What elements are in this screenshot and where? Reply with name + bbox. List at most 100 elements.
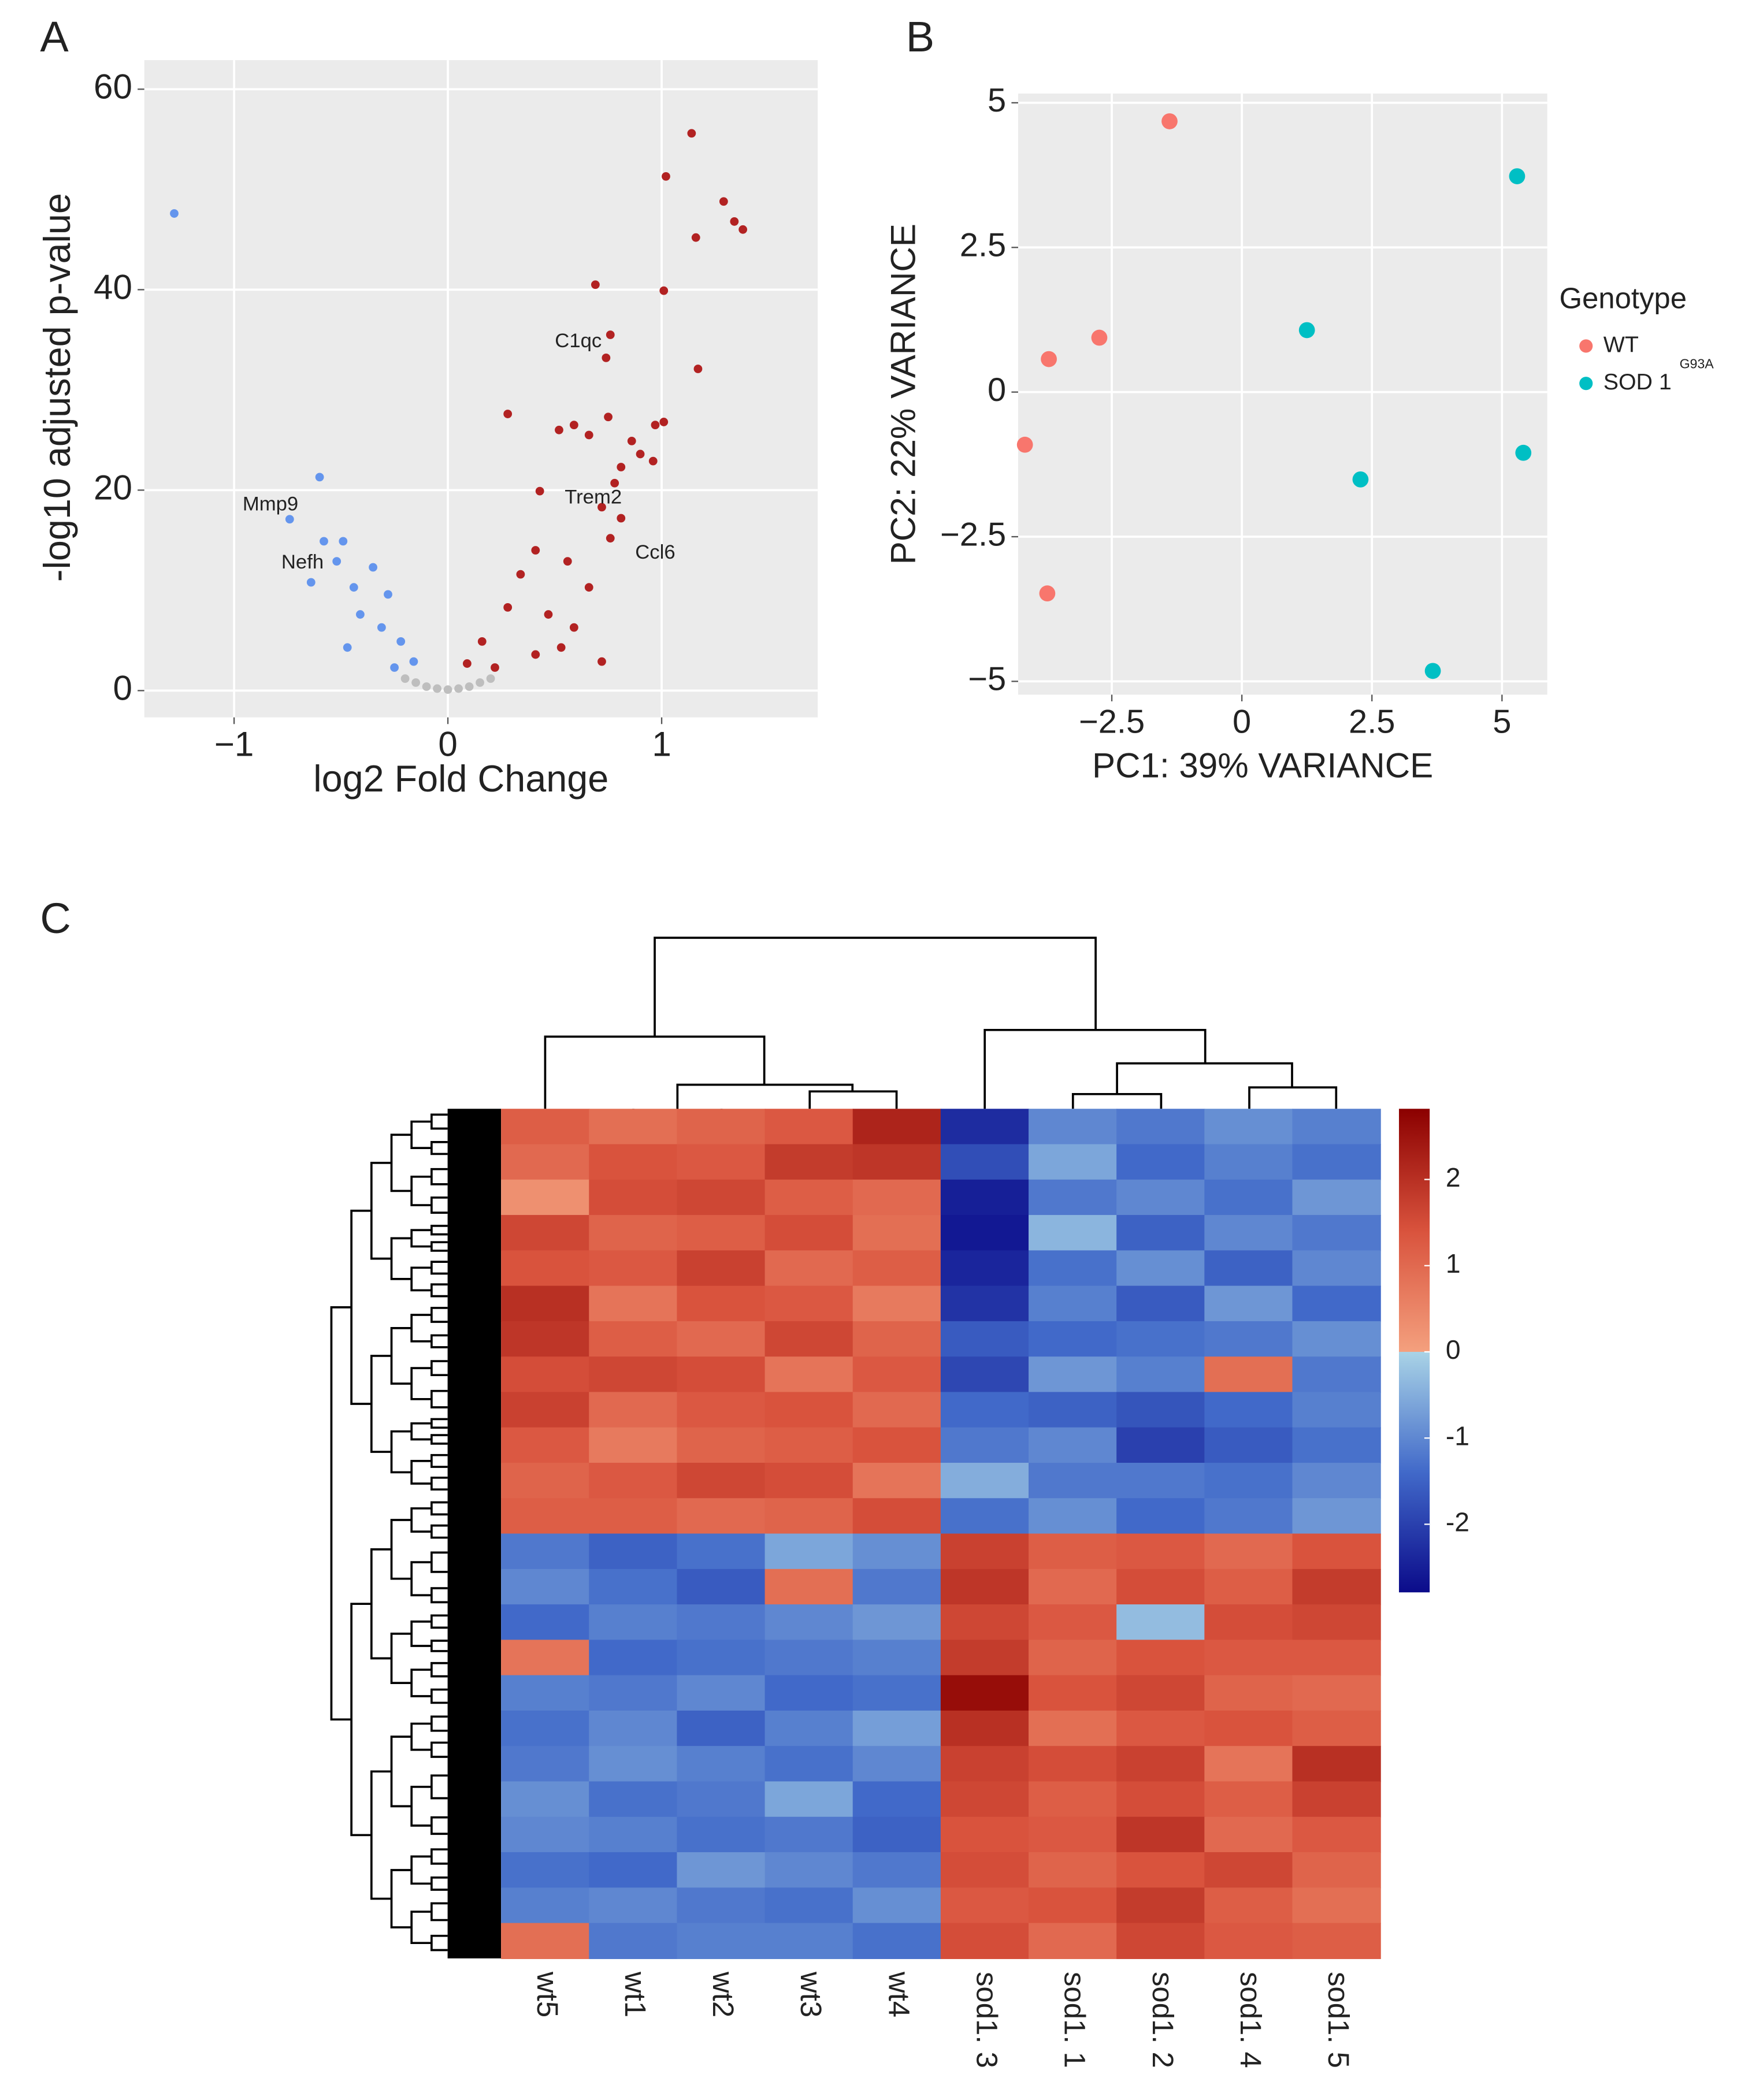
data-point: [306, 578, 316, 587]
heatmap-cell: [940, 1746, 1030, 1782]
dendrogram-branch: [430, 1551, 448, 1573]
heatmap-cell: [940, 1285, 1030, 1322]
heatmap-cell: [1292, 1427, 1381, 1464]
heatmap-cell: [1204, 1781, 1293, 1817]
dendrogram-branch: [430, 1113, 448, 1130]
column-label: sod1. 3: [971, 1972, 1004, 2068]
data-point: [617, 463, 626, 471]
heatmap-cell: [852, 1887, 942, 1924]
heatmap-cell: [677, 1109, 766, 1145]
heatmap-cell: [1116, 1816, 1205, 1853]
heatmap-cell: [852, 1710, 942, 1747]
dendrogram-branch: [430, 1934, 448, 1952]
annotation: C1qc: [555, 330, 602, 352]
heatmap-cell: [1204, 1109, 1293, 1145]
heatmap-cell: [1292, 1533, 1381, 1570]
heatmap-cell: [852, 1816, 942, 1853]
heatmap-cell: [1029, 1816, 1118, 1853]
heatmap-cell: [677, 1887, 766, 1924]
heatmap-cell: [1292, 1215, 1381, 1251]
heatmap-cell: [589, 1640, 678, 1676]
heatmap-cell: [501, 1852, 590, 1889]
heatmap-cell: [1029, 1887, 1118, 1924]
heatmap-cell: [940, 1533, 1030, 1570]
heatmap-cell: [764, 1852, 853, 1889]
heatmap-cell: [852, 1392, 942, 1428]
data-point: [355, 610, 365, 619]
dendrogram-branch: [330, 1306, 352, 1721]
heatmap-cell: [1116, 1781, 1205, 1817]
heatmap-cell: [677, 1463, 766, 1499]
heatmap-cell: [1292, 1781, 1381, 1817]
legend-label: WT: [1604, 332, 1639, 357]
data-point: [535, 486, 544, 496]
heatmap-cell: [940, 1852, 1030, 1889]
dendrogram-branch: [410, 1266, 432, 1292]
heatmap-cell: [1029, 1498, 1118, 1534]
dendrogram-branch: [430, 1587, 448, 1604]
annotation: Nefh: [281, 551, 324, 573]
data-point: [433, 684, 441, 693]
heatmap-cell: [589, 1533, 678, 1570]
dendrogram-branch: [430, 1902, 448, 1921]
heatmap-cell: [1116, 1250, 1205, 1287]
heatmap-cell: [940, 1356, 1030, 1393]
data-point: [544, 610, 553, 619]
column-label: wt3: [795, 1971, 827, 2017]
colorbar: [1398, 1109, 1430, 1593]
data-point: [584, 583, 593, 592]
heatmap-cell: [589, 1427, 678, 1464]
dendrogram-branch: [410, 1561, 432, 1597]
heatmap-cell: [1204, 1498, 1293, 1534]
heatmap-cell: [1029, 1179, 1118, 1216]
heatmap-cell: [764, 1463, 853, 1499]
heatmap-cell: [501, 1887, 590, 1924]
heatmap-cell: [852, 1109, 942, 1145]
heatmap-cell: [1116, 1356, 1205, 1393]
dendrogram-branch: [430, 1334, 448, 1348]
heatmap-cell: [940, 1144, 1030, 1180]
heatmap-cell: [764, 1604, 853, 1641]
colorbar-tick-label: 0: [1446, 1335, 1461, 1365]
dendrogram-branch: [410, 1668, 432, 1697]
dendrogram-branch: [410, 1422, 432, 1441]
data-point: [569, 623, 578, 632]
data-point: [1039, 585, 1056, 602]
data-point: [409, 657, 418, 666]
dendrogram-branch: [430, 1662, 448, 1678]
heatmap-cell: [1204, 1285, 1293, 1322]
heatmap-cell: [677, 1215, 766, 1251]
row-dendrogram: [330, 1109, 502, 1958]
dendrogram-branch: [410, 1722, 432, 1751]
heatmap-cell: [677, 1144, 766, 1180]
data-point: [691, 233, 700, 242]
heatmap-cell: [1116, 1285, 1205, 1322]
heatmap-cell: [501, 1640, 590, 1676]
heatmap-cell: [1029, 1250, 1118, 1287]
dendrogram-branch: [1116, 1062, 1293, 1094]
heatmap-cell: [764, 1640, 853, 1676]
legend-label: SOD 1: [1604, 369, 1672, 395]
heatmap-cell: [764, 1569, 853, 1605]
heatmap-cell: [764, 1498, 853, 1534]
heatmap-cell: [1204, 1463, 1293, 1499]
heatmap-cell: [677, 1710, 766, 1747]
heatmap-cell: [764, 1144, 853, 1180]
panel-label: C: [40, 894, 70, 942]
data-point: [1352, 471, 1369, 488]
heatmap-cell: [940, 1923, 1030, 1960]
heatmap-cell: [1292, 1569, 1381, 1605]
heatmap-cell: [1116, 1144, 1205, 1180]
heatmap-cell: [1292, 1675, 1381, 1712]
heatmap-cell: [852, 1781, 942, 1817]
dendrogram-branch: [1248, 1086, 1338, 1109]
heatmap-cell: [589, 1569, 678, 1605]
data-point: [591, 280, 600, 289]
heatmap-cell: [1029, 1427, 1118, 1464]
dendrogram-branch: [544, 1035, 766, 1109]
dendrogram-branch: [370, 1162, 392, 1260]
data-point: [516, 570, 525, 579]
heatmap-cell: [1116, 1604, 1205, 1641]
dendrogram-branch: [430, 1434, 448, 1445]
heatmap-cell: [501, 1533, 590, 1570]
